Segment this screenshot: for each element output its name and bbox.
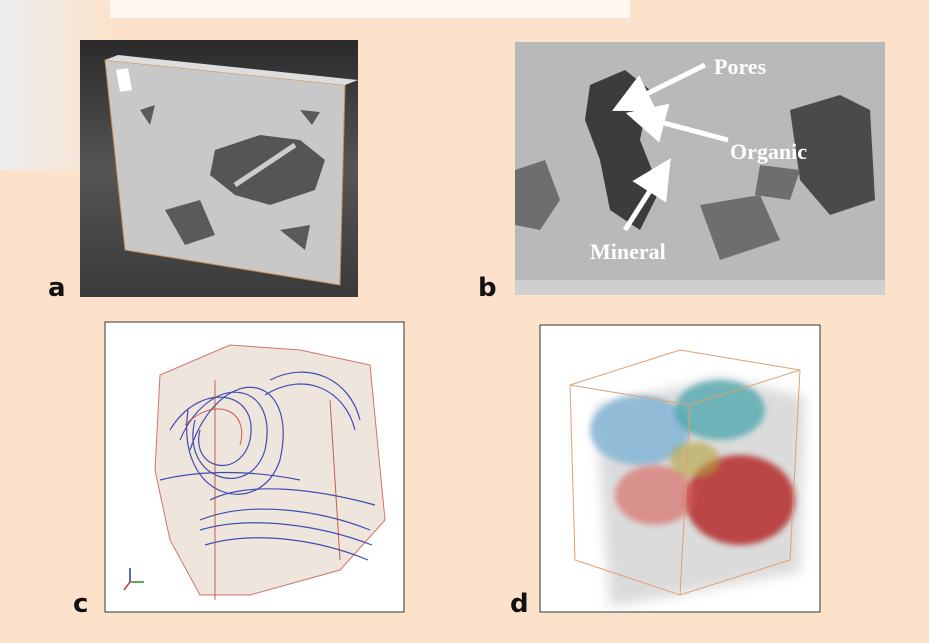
- panel-label: d: [510, 589, 529, 619]
- figure: a Pores Organic Mineral b: [0, 0, 929, 643]
- panel-b: Pores Organic Mineral b: [478, 42, 885, 303]
- annotation: Pores: [714, 54, 767, 79]
- background-strip: [110, 0, 630, 18]
- panel-c: c: [73, 322, 404, 619]
- panel-a: a: [48, 40, 358, 303]
- figure-canvas: a Pores Organic Mineral b: [0, 0, 929, 643]
- bottom-band: [515, 280, 885, 295]
- blob-olive: [670, 442, 720, 478]
- panel-label: c: [73, 589, 88, 619]
- panel-label: a: [48, 273, 66, 303]
- annotation: Mineral: [590, 239, 666, 264]
- annotation: Organic: [730, 139, 807, 164]
- panel-label: b: [478, 273, 497, 303]
- pore-surface: [155, 345, 385, 595]
- panel-d: d: [510, 325, 820, 619]
